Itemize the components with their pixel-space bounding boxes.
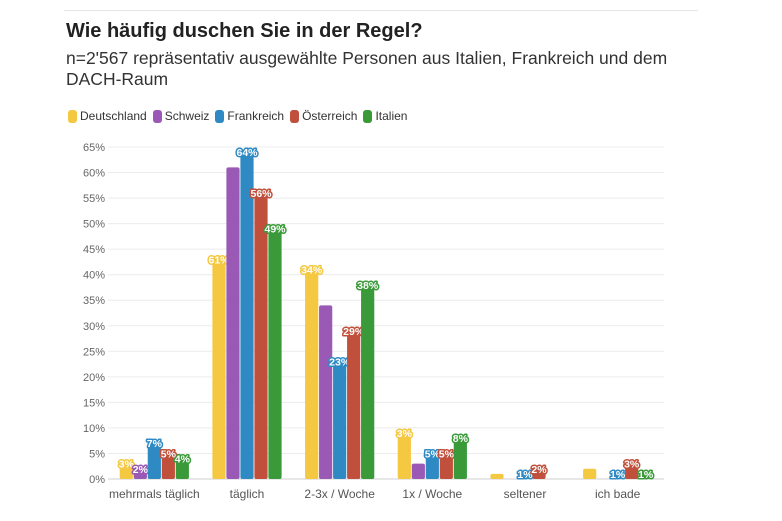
bar-italien-1x-woche	[453, 438, 467, 479]
data-label-frankreich-1x-woche: 5%	[425, 448, 441, 460]
data-label-oesterreich-ich-bade: 3%	[624, 459, 640, 471]
legend-swatch-schweiz	[152, 109, 162, 123]
legend-label-frankreich: Frankreich	[227, 109, 285, 123]
legend-item-oesterreich[interactable]: Österreich	[290, 109, 357, 123]
x-tick-label: seltener	[504, 487, 547, 501]
data-label-oesterreich-1x-woche: 5%	[439, 448, 455, 460]
legend-label-schweiz: Schweiz	[164, 109, 210, 123]
legend-label-italien: Italien	[375, 109, 408, 123]
legend-label-oesterreich: Österreich	[302, 109, 358, 123]
legend-label-deutschland: Deutschland	[80, 109, 147, 123]
data-label-oesterreich-seltener: 2%	[531, 464, 547, 476]
bar-italien-ich-bade	[639, 473, 653, 479]
data-label-deutschland-taeglich: 61%	[208, 254, 230, 266]
bar-oesterreich-ich-bade	[625, 463, 639, 479]
y-tick-label: 25%	[83, 346, 105, 358]
bar-oesterreich-1x-woche	[439, 453, 453, 479]
legend-item-italien[interactable]: Italien	[363, 109, 407, 123]
bar-schweiz-taeglich	[226, 167, 240, 479]
bar-frankreich-seltener	[518, 473, 532, 479]
bar-deutschland-taeglich	[212, 259, 226, 479]
data-label-frankreich-mehrmals-taeglich: 7%	[147, 438, 163, 450]
data-label-frankreich-taeglich: 64%	[236, 147, 258, 159]
data-label-italien-taeglich: 49%	[264, 224, 286, 236]
bar-deutschland-1x-woche	[397, 433, 411, 479]
bar-frankreich-taeglich	[240, 152, 254, 479]
chart-subtitle: n=2'567 repräsentativ ausgewählte Person…	[66, 48, 668, 89]
y-tick-label: 30%	[83, 321, 105, 333]
x-tick-label: täglich	[230, 487, 265, 501]
data-label-frankreich-seltener: 1%	[517, 469, 533, 481]
bar-deutschland-mehrmals-taeglich	[119, 463, 133, 479]
y-tick-label: 60%	[83, 168, 105, 180]
bar-italien-2-3x-woche	[361, 284, 375, 479]
data-label-italien-1x-woche: 8%	[453, 433, 469, 445]
legend-swatch-italien	[363, 109, 373, 123]
bar-oesterreich-2-3x-woche	[347, 330, 361, 479]
bar-oesterreich-seltener	[532, 468, 546, 479]
y-tick-label: 40%	[83, 270, 105, 282]
data-label-frankreich-2-3x-woche: 23%	[329, 357, 351, 369]
bar-frankreich-mehrmals-taeglich	[147, 443, 161, 479]
y-tick-label: 15%	[83, 397, 105, 409]
bar-deutschland-ich-bade	[583, 468, 597, 479]
bar-italien-taeglich	[268, 228, 282, 479]
y-tick-label: 65%	[83, 142, 105, 154]
legend-swatch-oesterreich	[290, 109, 300, 123]
data-label-deutschland-2-3x-woche: 34%	[301, 265, 323, 277]
bar-frankreich-1x-woche	[425, 453, 439, 479]
data-label-schweiz-mehrmals-taeglich: 2%	[133, 464, 149, 476]
y-tick-label: 10%	[83, 423, 105, 435]
top-divider	[64, 10, 698, 11]
y-tick-label: 50%	[83, 219, 105, 231]
y-tick-label: 35%	[83, 295, 105, 307]
y-tick-label: 20%	[83, 372, 105, 384]
data-label-oesterreich-taeglich: 56%	[250, 188, 272, 200]
y-tick-label: 5%	[89, 448, 105, 460]
legend: Deutschland Schweiz Frankreich Österreic…	[68, 109, 413, 123]
y-tick-label: 0%	[89, 474, 105, 486]
bar-schweiz-2-3x-woche	[319, 305, 333, 479]
bar-schweiz-mehrmals-taeglich	[133, 468, 147, 479]
bar-italien-mehrmals-taeglich	[175, 458, 189, 479]
bar-deutschland-2-3x-woche	[305, 269, 319, 479]
bar-deutschland-seltener	[490, 473, 504, 479]
chart-title: Wie häufig duschen Sie in der Regel?	[66, 20, 423, 42]
bar-oesterreich-mehrmals-taeglich	[161, 453, 175, 479]
legend-item-schweiz[interactable]: Schweiz	[152, 109, 210, 123]
bar-frankreich-2-3x-woche	[333, 361, 347, 479]
y-tick-label: 55%	[83, 193, 105, 205]
legend-swatch-frankreich	[215, 109, 225, 123]
legend-item-deutschland[interactable]: Deutschland	[68, 109, 147, 123]
x-tick-label: mehrmals täglich	[109, 487, 200, 501]
bar-schweiz-1x-woche	[411, 463, 425, 479]
bar-oesterreich-taeglich	[254, 192, 268, 479]
data-label-italien-mehrmals-taeglich: 4%	[175, 454, 191, 466]
data-label-italien-2-3x-woche: 38%	[357, 280, 379, 292]
x-tick-label: 1x / Woche	[402, 487, 462, 501]
x-tick-label: 2-3x / Woche	[304, 487, 375, 501]
bar-frankreich-ich-bade	[611, 473, 625, 479]
y-tick-label: 45%	[83, 244, 105, 256]
legend-swatch-deutschland	[68, 109, 77, 123]
data-label-deutschland-mehrmals-taeglich: 3%	[119, 459, 135, 471]
data-label-deutschland-1x-woche: 3%	[397, 428, 413, 440]
legend-item-frankreich[interactable]: Frankreich	[215, 109, 284, 123]
data-label-oesterreich-mehrmals-taeglich: 5%	[161, 448, 177, 460]
x-tick-label: ich bade	[595, 487, 641, 501]
data-label-frankreich-ich-bade: 1%	[610, 469, 626, 481]
data-label-italien-ich-bade: 1%	[638, 469, 654, 481]
data-label-oesterreich-2-3x-woche: 29%	[343, 326, 365, 338]
